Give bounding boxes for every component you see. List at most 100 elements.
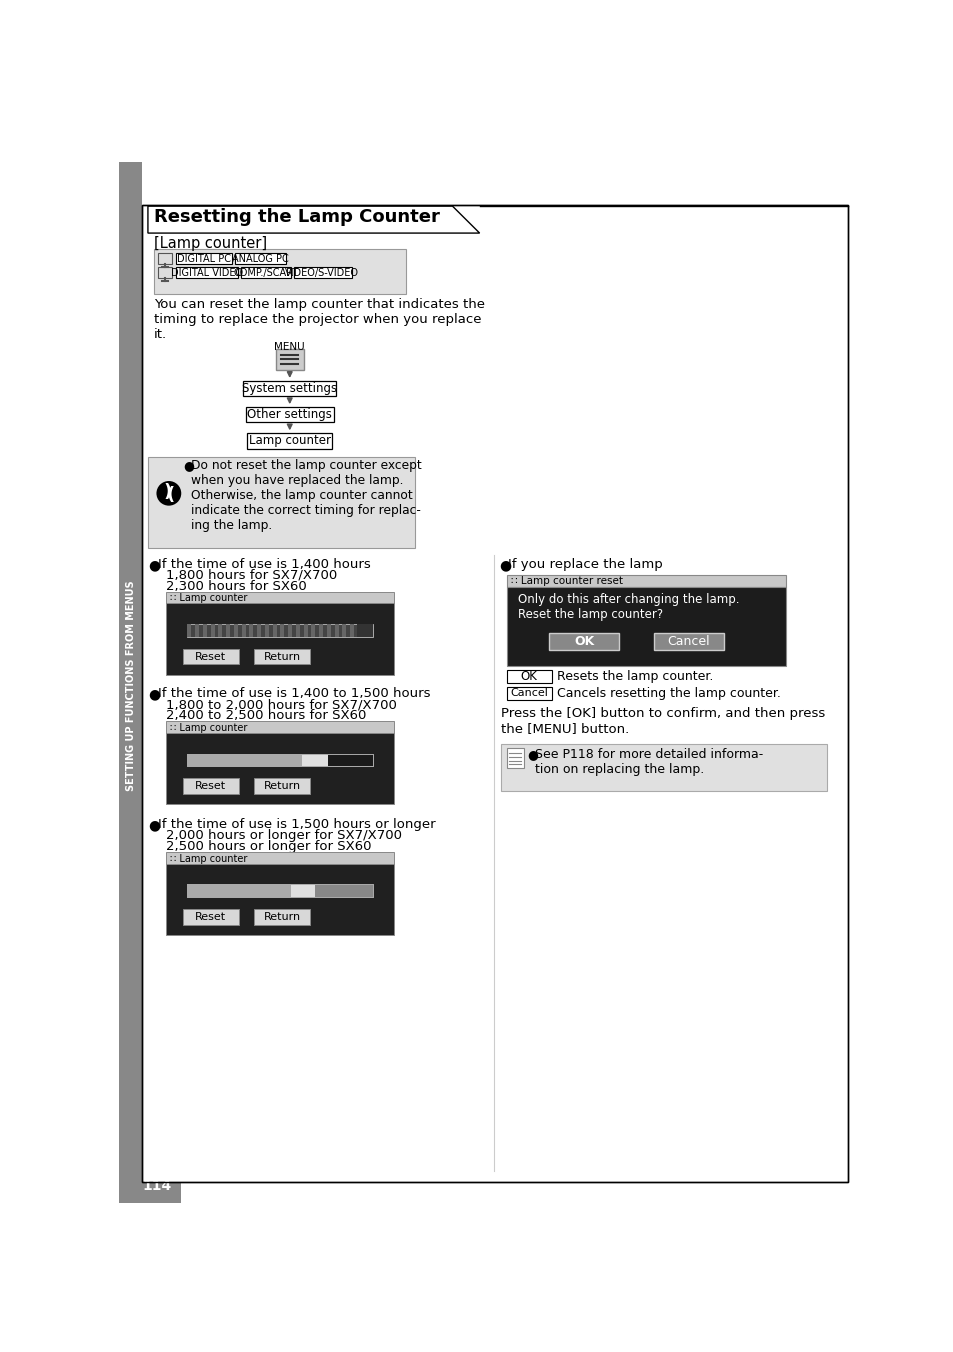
Text: (: (	[166, 485, 174, 504]
Text: 1,800 to 2,000 hours for SX7/X700: 1,800 to 2,000 hours for SX7/X700	[166, 698, 396, 711]
Text: See P118 for more detailed informa-
tion on replacing the lamp.: See P118 for more detailed informa- tion…	[534, 748, 762, 776]
Text: DIGITAL VIDEO: DIGITAL VIDEO	[171, 268, 243, 277]
Bar	[288, 625, 292, 637]
Text: 1,800 hours for SX7/X700: 1,800 hours for SX7/X700	[166, 569, 336, 581]
Bar	[148, 457, 415, 548]
Bar	[166, 733, 394, 804]
Bar	[249, 625, 253, 637]
Text: Return: Return	[263, 911, 300, 922]
Text: Reset: Reset	[195, 911, 226, 922]
Bar	[506, 587, 785, 665]
Bar	[183, 909, 238, 925]
Bar	[314, 884, 373, 896]
Bar	[654, 634, 723, 650]
Bar	[234, 253, 286, 264]
Text: ●: ●	[498, 558, 511, 572]
Bar	[506, 748, 523, 768]
Text: ●: ●	[149, 558, 161, 572]
Text: ●: ●	[149, 818, 161, 833]
Bar	[187, 753, 373, 767]
Bar	[275, 349, 303, 370]
Bar	[328, 753, 373, 767]
Text: Only do this after changing the lamp.
Reset the lamp counter?: Only do this after changing the lamp. Re…	[517, 594, 739, 622]
Text: VIDEO/S-VIDEO: VIDEO/S-VIDEO	[285, 268, 359, 277]
Text: Cancels resetting the lamp counter.: Cancels resetting the lamp counter.	[557, 687, 781, 699]
Bar	[335, 625, 338, 637]
Text: Cancel: Cancel	[510, 688, 548, 698]
Text: SETTING UP FUNCTIONS FROM MENUS: SETTING UP FUNCTIONS FROM MENUS	[126, 580, 135, 791]
Bar	[253, 649, 310, 664]
Bar	[243, 381, 335, 396]
Bar	[253, 779, 310, 794]
Bar	[241, 266, 291, 277]
Bar	[549, 634, 618, 650]
Text: Lamp counter: Lamp counter	[249, 434, 331, 448]
Text: System settings: System settings	[242, 381, 337, 395]
Bar	[183, 779, 238, 794]
Bar	[166, 592, 394, 603]
Text: Do not reset the lamp counter except
when you have replaced the lamp.
Otherwise,: Do not reset the lamp counter except whe…	[191, 460, 421, 533]
Bar	[166, 852, 394, 864]
Text: ●: ●	[526, 748, 537, 761]
Text: ●: ●	[149, 687, 161, 702]
Bar	[158, 253, 172, 264]
Text: ∷ Lamp counter: ∷ Lamp counter	[170, 853, 247, 864]
Bar	[265, 625, 269, 637]
Bar	[187, 884, 373, 896]
Bar	[253, 909, 310, 925]
Bar	[119, 1175, 181, 1203]
Text: 2,000 hours or longer for SX7/X700: 2,000 hours or longer for SX7/X700	[166, 829, 401, 842]
Text: Return: Return	[263, 781, 300, 791]
Bar	[500, 744, 826, 791]
Text: DIGITAL PC: DIGITAL PC	[176, 254, 231, 264]
Text: [Lamp counter]: [Lamp counter]	[154, 237, 267, 251]
Bar	[327, 625, 331, 637]
Text: Reset: Reset	[195, 781, 226, 791]
Text: If the time of use is 1,400 hours: If the time of use is 1,400 hours	[158, 558, 371, 571]
Text: ●: ●	[183, 460, 194, 472]
Bar	[257, 625, 261, 637]
Bar	[356, 625, 373, 637]
Bar	[273, 625, 276, 637]
Bar	[302, 753, 328, 767]
Bar	[187, 625, 192, 637]
Bar	[187, 753, 373, 767]
Text: Other settings: Other settings	[247, 408, 332, 420]
Text: If the time of use is 1,400 to 1,500 hours: If the time of use is 1,400 to 1,500 hou…	[158, 687, 430, 700]
Bar	[350, 625, 354, 637]
Bar	[342, 625, 346, 637]
Bar	[506, 575, 785, 587]
Bar	[506, 687, 551, 700]
Circle shape	[161, 485, 176, 502]
Bar	[175, 266, 237, 277]
Text: OK: OK	[520, 669, 537, 683]
Bar	[365, 625, 369, 637]
Bar	[294, 266, 352, 277]
Text: ANALOG PC: ANALOG PC	[232, 254, 289, 264]
Bar	[226, 625, 230, 637]
Bar	[203, 625, 207, 637]
Bar	[187, 753, 302, 767]
Text: OK: OK	[574, 635, 594, 649]
Circle shape	[156, 481, 181, 506]
Bar	[166, 603, 394, 675]
Text: If the time of use is 1,500 hours or longer: If the time of use is 1,500 hours or lon…	[158, 818, 436, 831]
Text: MENU: MENU	[274, 342, 305, 352]
Polygon shape	[148, 206, 479, 233]
Text: If you replace the lamp: If you replace the lamp	[508, 558, 662, 571]
Text: Cancel: Cancel	[667, 635, 709, 649]
Text: Press the [OK] button to confirm, and then press
the [MENU] button.: Press the [OK] button to confirm, and th…	[500, 707, 824, 734]
Text: Return: Return	[263, 652, 300, 661]
Circle shape	[159, 484, 178, 503]
Bar	[357, 625, 361, 637]
Text: ∷ Lamp counter reset: ∷ Lamp counter reset	[510, 576, 622, 587]
Text: 2,300 hours for SX60: 2,300 hours for SX60	[166, 580, 306, 592]
Text: ∷ Lamp counter: ∷ Lamp counter	[170, 594, 247, 603]
Bar	[158, 266, 172, 277]
Bar	[175, 253, 232, 264]
Text: ): )	[163, 483, 172, 500]
Bar	[241, 625, 245, 637]
Bar	[506, 669, 551, 683]
Bar	[195, 625, 199, 637]
Bar	[295, 625, 299, 637]
